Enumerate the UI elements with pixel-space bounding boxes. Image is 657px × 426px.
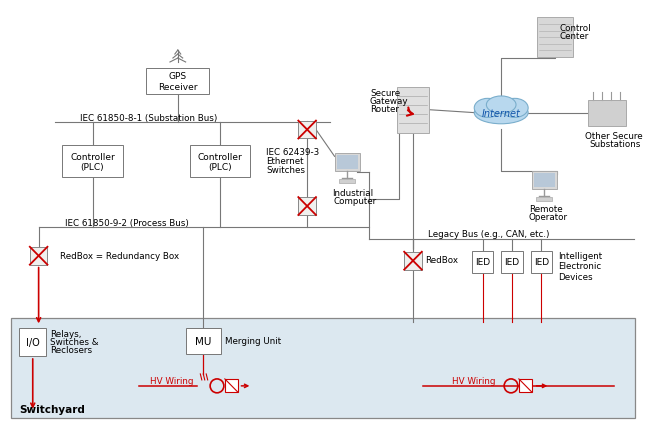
Bar — [472, 251, 493, 273]
Bar — [531, 251, 552, 273]
Bar — [404, 252, 422, 270]
Bar — [190, 146, 250, 178]
Bar — [298, 121, 316, 139]
Bar — [519, 379, 532, 392]
Bar — [225, 379, 238, 392]
Text: Router: Router — [370, 104, 399, 113]
Text: HV Wiring: HV Wiring — [150, 376, 194, 385]
Text: Industrial: Industrial — [332, 189, 373, 198]
Text: Operator: Operator — [529, 213, 568, 222]
Text: Merging Unit: Merging Unit — [225, 337, 281, 345]
Text: Relays,: Relays, — [51, 329, 81, 338]
Text: RedBox: RedBox — [425, 255, 458, 264]
Ellipse shape — [474, 99, 501, 118]
Text: Substations: Substations — [589, 140, 641, 149]
Bar — [19, 328, 47, 356]
Ellipse shape — [501, 99, 528, 118]
Text: MU: MU — [195, 337, 212, 346]
Text: Gateway: Gateway — [370, 97, 409, 106]
Bar — [532, 172, 557, 190]
Text: Legacy Bus (e.g., CAN, etc.): Legacy Bus (e.g., CAN, etc.) — [428, 229, 549, 238]
Text: IED: IED — [475, 258, 490, 267]
Ellipse shape — [486, 97, 516, 114]
Bar — [397, 88, 428, 133]
Bar — [334, 154, 360, 172]
Text: GPS
Receiver: GPS Receiver — [158, 72, 198, 91]
Text: IEC 62439-3: IEC 62439-3 — [266, 148, 319, 157]
Bar — [62, 146, 123, 178]
Text: I/O: I/O — [26, 337, 39, 347]
Text: IED: IED — [534, 258, 549, 267]
Text: IEC 61850-8-1 (Substation Bus): IEC 61850-8-1 (Substation Bus) — [79, 113, 217, 122]
Text: HV Wiring: HV Wiring — [452, 376, 495, 385]
Bar — [340, 180, 355, 184]
Text: Ethernet: Ethernet — [266, 157, 304, 166]
Text: Controller
(PLC): Controller (PLC) — [70, 152, 115, 172]
Bar — [298, 198, 316, 216]
Bar — [336, 156, 358, 170]
Text: Remote: Remote — [529, 204, 562, 213]
Bar — [30, 247, 47, 265]
Text: Internet: Internet — [482, 108, 520, 118]
Bar — [186, 328, 221, 354]
Text: Computer: Computer — [334, 197, 377, 206]
Text: Secure: Secure — [370, 89, 400, 98]
Text: Reclosers: Reclosers — [51, 345, 93, 354]
Bar — [533, 174, 555, 188]
Bar — [501, 251, 523, 273]
Text: Controller
(PLC): Controller (PLC) — [198, 152, 242, 172]
Text: RedBox = Redundancy Box: RedBox = Redundancy Box — [60, 251, 179, 260]
Text: Switches &: Switches & — [51, 337, 99, 346]
Text: Switches: Switches — [266, 166, 305, 175]
Bar — [589, 101, 625, 126]
Bar — [11, 319, 635, 417]
Text: Intelligent
Electronic
Devices: Intelligent Electronic Devices — [558, 251, 602, 281]
Ellipse shape — [474, 102, 528, 124]
Text: Control: Control — [559, 24, 591, 33]
Bar — [537, 198, 552, 201]
Text: IED: IED — [505, 258, 520, 267]
Bar — [537, 18, 573, 58]
Text: Other Secure: Other Secure — [585, 131, 643, 140]
Text: Center: Center — [559, 32, 589, 41]
Text: IEC 61850-9-2 (Process Bus): IEC 61850-9-2 (Process Bus) — [65, 219, 189, 227]
Bar — [147, 69, 209, 95]
Text: Switchyard: Switchyard — [19, 404, 85, 414]
